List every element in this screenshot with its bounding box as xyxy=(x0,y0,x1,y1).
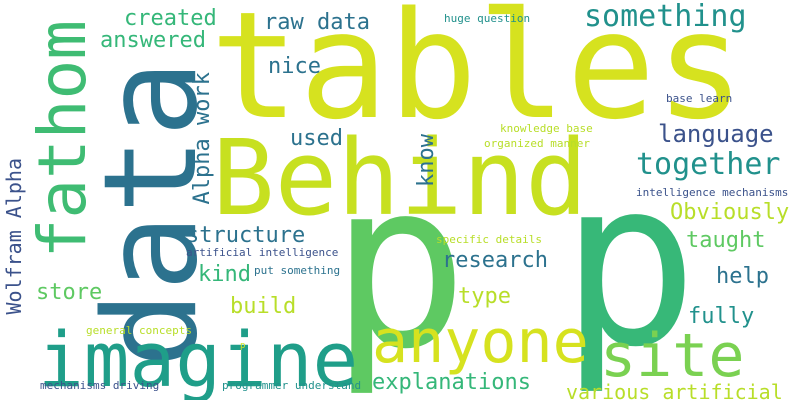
word-store: store xyxy=(36,280,103,305)
word-obviously: Obviously xyxy=(670,200,790,225)
word-structure: structure xyxy=(186,223,306,248)
word-site: site xyxy=(600,321,745,391)
word-taught: taught xyxy=(686,228,766,253)
word-alpha-work: Alpha work xyxy=(190,72,215,205)
word-organized-manner: organized manner xyxy=(484,137,590,150)
word-p-1: p xyxy=(330,133,469,400)
word-raw-data: raw data xyxy=(264,10,370,35)
word-put-something: put something xyxy=(254,264,341,277)
word-help: help xyxy=(716,264,769,289)
word-created: created xyxy=(124,6,217,31)
word-imagine: imagine xyxy=(38,315,359,400)
word-programmer-understand: programmer understand xyxy=(222,379,362,392)
word-p-2: p xyxy=(560,131,699,398)
word-knowledge-base: knowledge base xyxy=(500,122,593,135)
word-language: language xyxy=(658,120,774,148)
word-wolfram-alpha: Wolfram Alpha xyxy=(2,158,26,315)
word-general-concepts: general concepts xyxy=(86,324,192,337)
word-together: together xyxy=(636,147,781,182)
word-build: build xyxy=(230,294,297,319)
word-know: know xyxy=(414,134,439,187)
word-various-artificial: various artificial xyxy=(566,380,783,400)
word-nice: nice xyxy=(268,54,321,79)
word-fathom: fathom xyxy=(24,20,101,259)
word-explanations: explanations xyxy=(372,370,531,395)
word-base-learn: base learn xyxy=(666,92,733,105)
word-intelligence-mechanisms: intelligence mechanisms xyxy=(636,186,789,199)
word-kind: kind xyxy=(198,262,251,287)
word-type: type xyxy=(458,284,511,309)
word-research: research xyxy=(442,248,548,273)
word-specific-details: specific details xyxy=(436,233,542,246)
word-behind: Behind xyxy=(212,117,588,239)
word-huge-question: huge question xyxy=(444,12,531,25)
word-something: something xyxy=(584,0,747,34)
word-used: used xyxy=(290,126,343,151)
word-artificial-intelligence: artificial intelligence xyxy=(186,246,339,259)
word-anyone: anyone xyxy=(372,307,589,377)
word-tables: tables xyxy=(210,0,745,152)
word-mechanisms-driving: mechanisms driving xyxy=(40,379,160,392)
word-fully: fully xyxy=(688,304,755,329)
word-answered: answered xyxy=(100,28,206,53)
word-p-small: p xyxy=(240,341,246,351)
